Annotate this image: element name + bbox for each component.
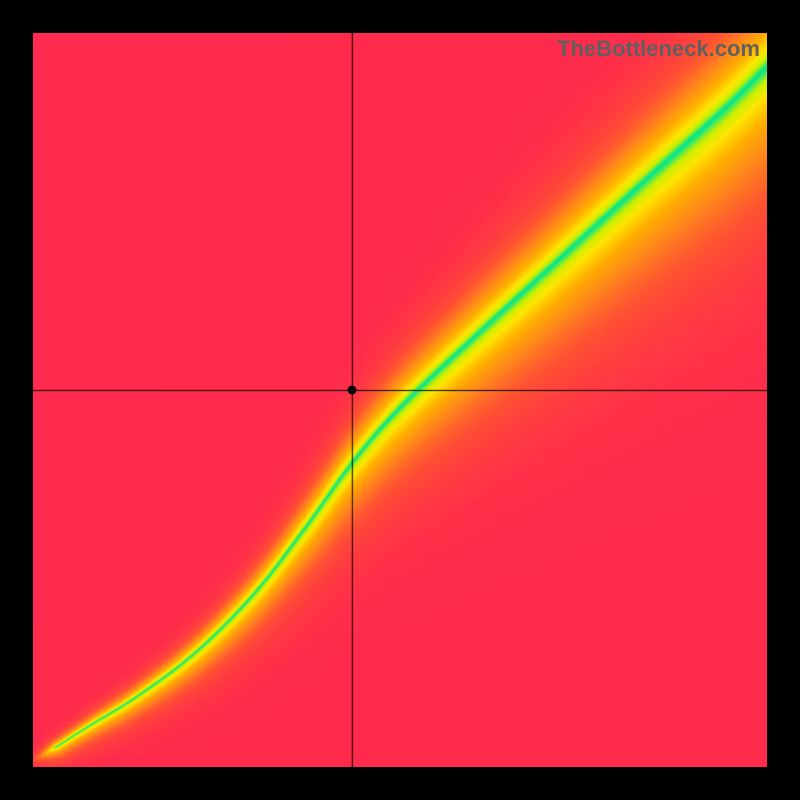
crosshair-point <box>347 385 356 394</box>
watermark-text: TheBottleneck.com <box>557 36 760 62</box>
crosshair-overlay <box>33 33 767 767</box>
